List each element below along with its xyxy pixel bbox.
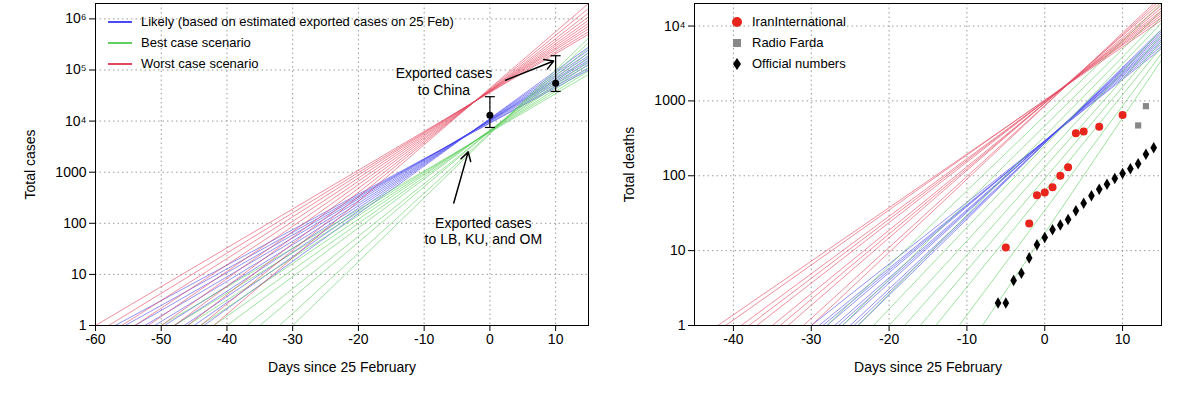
svg-text:10: 10 (670, 242, 686, 258)
svg-text:-30: -30 (283, 331, 303, 347)
svg-text:10⁵: 10⁵ (65, 61, 86, 77)
svg-text:10: 10 (1115, 331, 1131, 347)
svg-text:-40: -40 (217, 331, 237, 347)
svg-text:-10: -10 (414, 331, 434, 347)
svg-text:Exported casesto LB, KU, and O: Exported casesto LB, KU, and OM (425, 215, 543, 247)
svg-text:-60: -60 (85, 331, 105, 347)
svg-text:10: 10 (548, 331, 564, 347)
svg-text:0: 0 (1041, 331, 1049, 347)
svg-text:0: 0 (486, 331, 494, 347)
html-text:Worst case scenario: Worst case scenario (141, 56, 259, 71)
svg-text:Days since 25 February: Days since 25 February (268, 359, 416, 375)
svg-text:100: 100 (63, 215, 87, 231)
svg-text:10⁴: 10⁴ (65, 113, 87, 129)
svg-text:10⁴: 10⁴ (664, 18, 686, 34)
svg-text:10⁶: 10⁶ (65, 10, 86, 26)
html-text:Likely (based on estimated exp: Likely (based on estimated exported case… (141, 14, 454, 29)
svg-text:-20: -20 (348, 331, 368, 347)
html-text:Best case scenario: Best case scenario (141, 35, 251, 50)
svg-text:Total cases: Total cases (22, 129, 38, 199)
svg-text:-30: -30 (801, 331, 821, 347)
svg-text:-40: -40 (723, 331, 743, 347)
html-text:Official numbers: Official numbers (752, 56, 846, 71)
svg-text:1000: 1000 (55, 164, 86, 180)
svg-text:Days since 25 February: Days since 25 February (854, 359, 1002, 375)
svg-text:-20: -20 (879, 331, 899, 347)
html-text:IranInternational: IranInternational (752, 14, 846, 29)
svg-text:1000: 1000 (654, 92, 685, 108)
svg-text:1: 1 (678, 317, 686, 333)
html-text:Radio Farda: Radio Farda (752, 35, 824, 50)
svg-text:10: 10 (71, 266, 87, 282)
svg-text:Exported casesto China: Exported casesto China (396, 65, 493, 97)
svg-text:-50: -50 (151, 331, 171, 347)
svg-text:-10: -10 (957, 331, 977, 347)
svg-text:Total deaths: Total deaths (621, 127, 637, 203)
svg-text:1: 1 (78, 317, 87, 333)
svg-text:100: 100 (662, 167, 686, 183)
